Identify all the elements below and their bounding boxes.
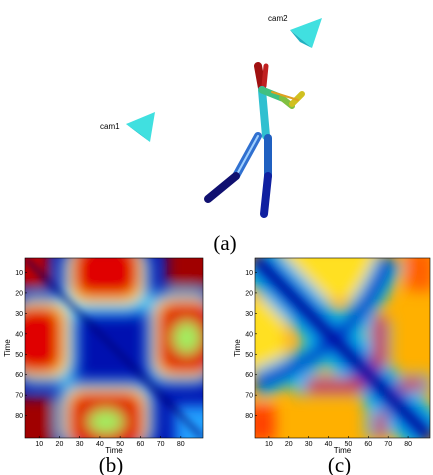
caption: (c) [328, 453, 351, 475]
y-tick-label: 70 [15, 393, 23, 400]
y-tick-label: 80 [245, 413, 253, 420]
y-tick-label: 40 [15, 331, 23, 338]
x-tick-label: 60 [364, 441, 372, 448]
figure-canvas: cam2 cam1 (a) [0, 0, 433, 475]
y-tick-label: 30 [245, 311, 253, 318]
y-tick-label: 70 [245, 393, 253, 400]
figure: cam2 cam1 (a) [0, 0, 433, 475]
y-tick-label: 60 [245, 372, 253, 379]
x-tick-label: 70 [157, 441, 165, 448]
y-tick-label: 40 [245, 331, 253, 338]
heatmap-b [5, 238, 228, 459]
x-tick-label: 70 [384, 441, 392, 448]
caption-a: (a) [213, 231, 236, 255]
x-tick-label: 30 [305, 441, 313, 448]
caption: (b) [99, 453, 124, 475]
x-tick-label: 40 [325, 441, 333, 448]
cam1-label: cam1 [100, 122, 120, 131]
y-tick-label: 30 [15, 311, 23, 318]
panel-a: cam2 cam1 (a) [100, 14, 322, 255]
x-tick-label: 20 [56, 441, 64, 448]
heatmap-c [245, 248, 433, 442]
stick-figure [208, 66, 302, 214]
y-tick-label: 50 [15, 352, 23, 359]
y-tick-label: 20 [15, 290, 23, 297]
x-tick-label: 40 [96, 441, 104, 448]
x-tick-label: 60 [136, 441, 144, 448]
y-tick-label: 10 [245, 270, 253, 277]
y-tick-label: 60 [15, 372, 23, 379]
y-tick-label: 20 [245, 290, 253, 297]
x-tick-label: 80 [404, 441, 412, 448]
y-tick-label: 10 [15, 270, 23, 277]
x-tick-label: 80 [177, 441, 185, 448]
y-axis-label: Time [3, 339, 12, 357]
x-tick-label: 10 [35, 441, 43, 448]
camera-icon [126, 112, 155, 142]
y-tick-label: 50 [245, 352, 253, 359]
cam2-label: cam2 [268, 14, 288, 23]
x-tick-label: 20 [285, 441, 293, 448]
y-tick-label: 80 [15, 413, 23, 420]
y-axis-label: Time [233, 339, 242, 357]
x-tick-label: 10 [265, 441, 273, 448]
x-tick-label: 30 [76, 441, 84, 448]
